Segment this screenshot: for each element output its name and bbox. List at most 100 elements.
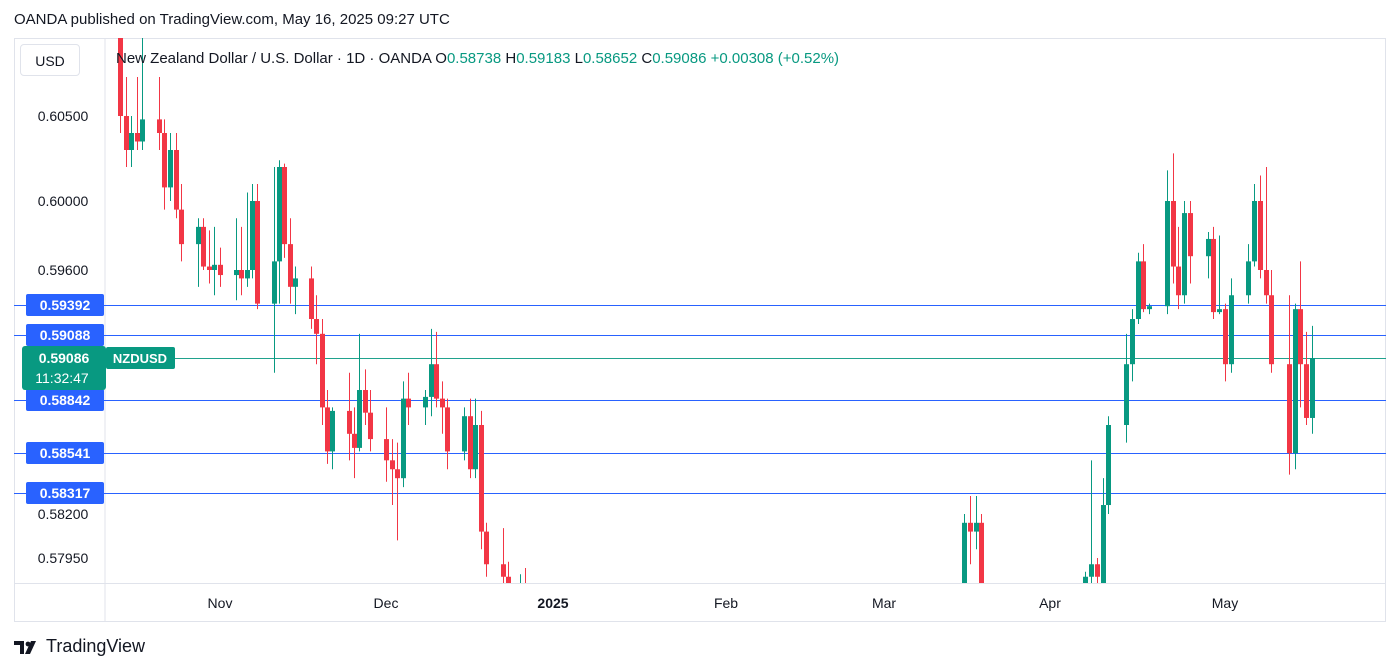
y-tick-label: 0.60000 — [38, 193, 89, 209]
candle-body — [363, 390, 368, 413]
symbol-tag — [106, 347, 175, 369]
y-tick-label: 0.57950 — [38, 550, 89, 566]
y-tick-label: 0.60500 — [38, 108, 89, 124]
candle-body — [1298, 309, 1303, 365]
candle-body — [314, 319, 319, 334]
candle-body — [135, 133, 140, 142]
current-price-tag — [22, 346, 106, 390]
x-tick-label: Apr — [1039, 595, 1061, 611]
tradingview-logo-icon — [14, 640, 36, 654]
candle-body — [468, 416, 473, 470]
candle-body — [124, 116, 129, 150]
legend-close: 0.59086 — [652, 50, 707, 67]
candle-body — [1171, 201, 1176, 267]
candle-body — [201, 226, 206, 267]
candle-body — [979, 522, 984, 583]
candle-body — [1083, 576, 1088, 583]
candle-body — [1304, 364, 1309, 418]
candle-body — [272, 261, 277, 304]
candle-body — [1095, 564, 1100, 577]
candle-body — [1165, 201, 1170, 307]
candle-body — [179, 209, 184, 245]
candle-body — [330, 410, 335, 452]
candle-body — [129, 133, 134, 150]
candle-body — [218, 264, 223, 276]
candle-body — [1264, 270, 1269, 296]
publisher-caption: OANDA published on TradingView.com, May … — [14, 11, 450, 28]
candle-body — [282, 167, 287, 245]
candle-body — [406, 398, 411, 408]
countdown-label: 11:32:47 — [35, 370, 89, 386]
y-tick-label: 0.58200 — [38, 506, 89, 522]
candle-body — [1269, 295, 1274, 365]
x-tick-label: Feb — [714, 595, 738, 611]
legend-low: 0.58652 — [582, 50, 638, 67]
candle-body — [1089, 564, 1094, 577]
candle-body — [168, 150, 173, 188]
candle-body — [140, 119, 145, 142]
candle-body — [352, 433, 357, 448]
symbol-legend: New Zealand Dollar / U.S. Dollar · 1D · … — [116, 50, 839, 67]
legend-open-label: O — [435, 50, 447, 67]
candle-body — [1124, 364, 1129, 426]
legend-open: 0.58738 — [446, 50, 502, 67]
y-tick-label: 0.59600 — [38, 262, 89, 278]
candle-body — [196, 226, 201, 245]
candle-body — [239, 270, 244, 279]
level-price-tag — [26, 324, 104, 346]
x-tick-label: Nov — [208, 595, 233, 611]
candle-body — [118, 38, 123, 116]
level-price-label: 0.58541 — [40, 445, 91, 461]
candle-body — [1130, 319, 1135, 365]
candle-body — [473, 425, 478, 470]
candle-body — [1182, 213, 1187, 296]
candle-body — [1176, 266, 1181, 296]
candle-body — [1106, 425, 1111, 506]
candle-body — [390, 460, 395, 470]
candle-body — [234, 270, 239, 276]
candle-body — [479, 425, 484, 532]
legend-title: New Zealand Dollar / U.S. Dollar · 1D · … — [116, 50, 432, 67]
legend-high: 0.59183 — [516, 50, 571, 67]
candle-body — [384, 439, 389, 461]
level-price-tag — [26, 294, 104, 316]
candle-body — [506, 576, 511, 583]
legend-low-label: L — [574, 50, 583, 67]
footer-brand-text: TradingView — [46, 636, 146, 656]
candle-body — [974, 522, 979, 532]
current-price-label: 0.59086 — [39, 350, 90, 366]
candle-body — [1147, 306, 1152, 310]
level-price-label: 0.58842 — [40, 392, 91, 408]
candle-body — [968, 522, 973, 532]
level-price-label: 0.58317 — [40, 485, 91, 501]
candle-body — [320, 333, 325, 408]
candle-body — [1229, 295, 1234, 365]
legend-close-label: C — [641, 50, 653, 67]
candle-body — [484, 531, 489, 565]
candle-body — [1258, 201, 1263, 270]
footer-brand[interactable]: TradingView — [14, 636, 145, 657]
candle-body — [434, 364, 439, 399]
candle-body — [1206, 238, 1211, 257]
candle-body — [962, 522, 967, 583]
level-price-label: 0.59392 — [40, 297, 91, 313]
candle-body — [1141, 261, 1146, 310]
candle-body — [1223, 309, 1228, 365]
candle-body — [277, 167, 282, 262]
candle-body — [1310, 358, 1315, 418]
x-tick-label: Mar — [872, 595, 896, 611]
candle-body — [255, 201, 260, 304]
candle-body — [445, 407, 450, 452]
level-price-tag — [26, 482, 104, 504]
currency-button[interactable]: USD — [20, 44, 80, 76]
x-tick-label: 2025 — [537, 595, 568, 611]
level-price-label: 0.59088 — [40, 327, 91, 343]
x-tick-label: May — [1212, 595, 1238, 611]
candle-body — [325, 407, 330, 452]
chart-frame[interactable] — [14, 38, 1386, 622]
candle-body — [162, 133, 167, 188]
x-tick-label: Dec — [374, 595, 399, 611]
candle-body — [368, 412, 373, 440]
candle-body — [440, 398, 445, 408]
